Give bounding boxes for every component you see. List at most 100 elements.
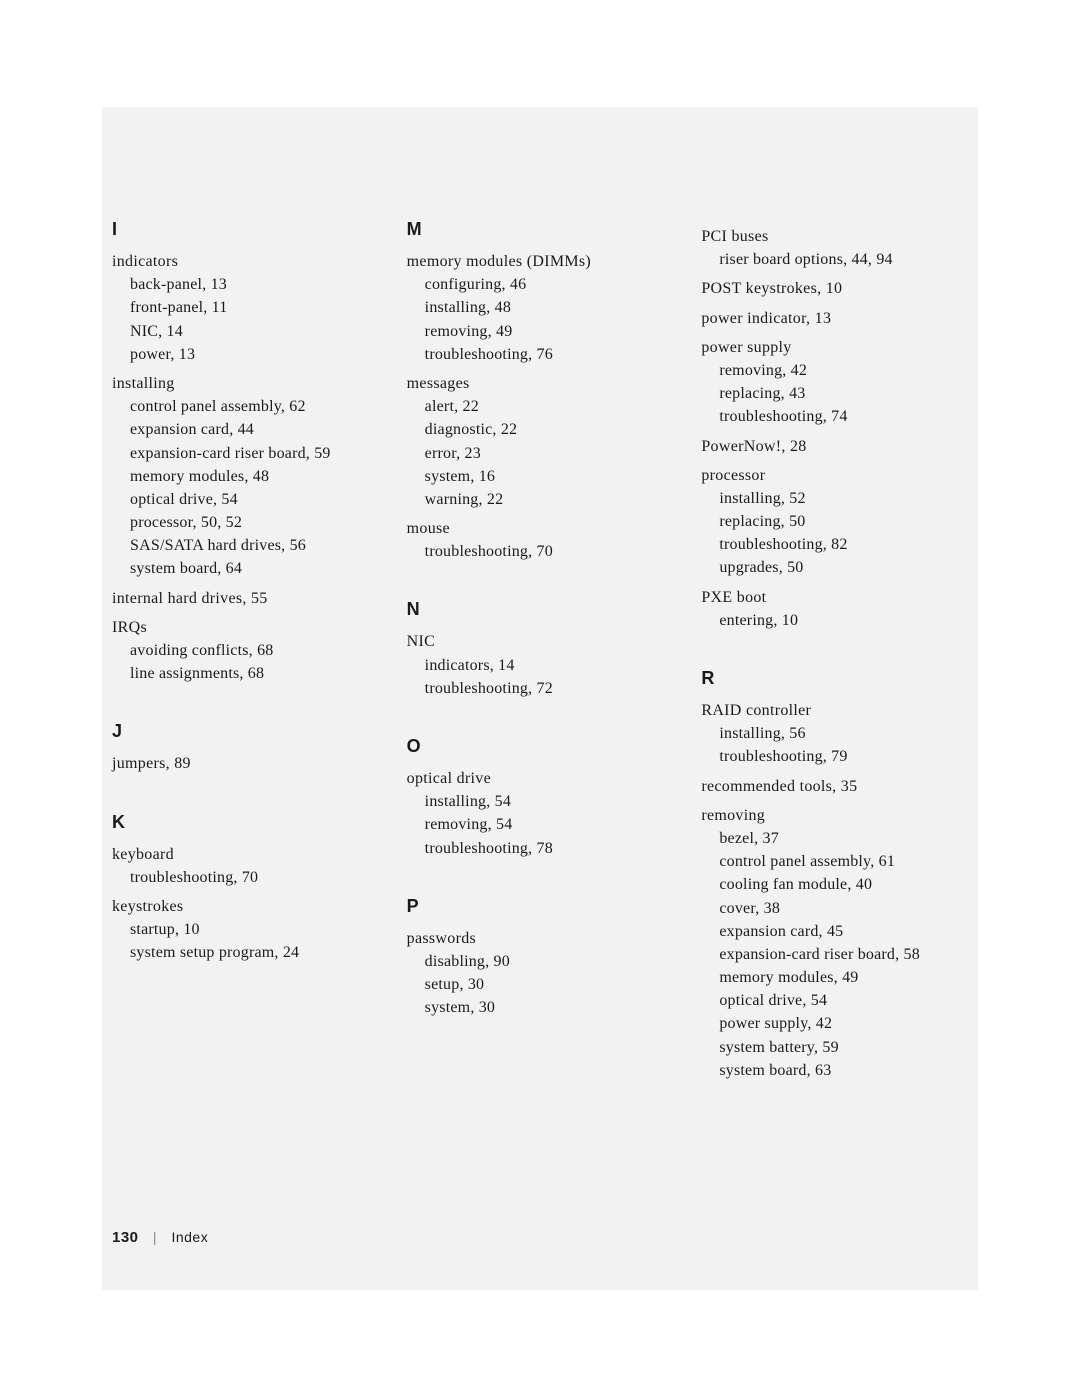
index-subentry: avoiding conflicts, 68 [112,639,379,662]
index-term: PowerNow!, 28 [701,435,968,458]
index-subentry: control panel assembly, 62 [112,395,379,418]
index-entry: passwordsdisabling, 90setup, 30system, 3… [407,927,674,1020]
index-subentry: expansion-card riser board, 58 [701,943,968,966]
index-term: keystrokes [112,895,379,918]
index-term: power supply [701,336,968,359]
footer-section-label: Index [171,1229,208,1245]
index-subentry: cover, 38 [701,897,968,920]
index-subentry: removing, 42 [701,359,968,382]
index-letter-heading: P [407,896,674,917]
index-subentry: troubleshooting, 74 [701,405,968,428]
index-subentry: removing, 49 [407,320,674,343]
index-subentry: system setup program, 24 [112,941,379,964]
index-subentry: installing, 56 [701,722,968,745]
index-entry: removingbezel, 37control panel assembly,… [701,804,968,1082]
index-entry: internal hard drives, 55 [112,587,379,610]
index-term: recommended tools, 35 [701,775,968,798]
index-subentry: troubleshooting, 78 [407,837,674,860]
index-entry: power indicator, 13 [701,307,968,330]
index-subentry: power, 13 [112,343,379,366]
index-entry: installingcontrol panel assembly, 62expa… [112,372,379,581]
index-entry: processorinstalling, 52replacing, 50trou… [701,464,968,580]
index-entry: jumpers, 89 [112,752,379,775]
index-subentry: system board, 64 [112,557,379,580]
index-subentry: SAS/SATA hard drives, 56 [112,534,379,557]
index-letter-heading: J [112,721,379,742]
index-subentry: bezel, 37 [701,827,968,850]
index-subentry: replacing, 50 [701,510,968,533]
index-term: POST keystrokes, 10 [701,277,968,300]
index-subentry: setup, 30 [407,973,674,996]
index-subentry: diagnostic, 22 [407,418,674,441]
index-subentry: troubleshooting, 72 [407,677,674,700]
index-letter-heading: N [407,599,674,620]
index-subentry: installing, 52 [701,487,968,510]
index-subentry: memory modules, 49 [701,966,968,989]
index-entry: messagesalert, 22diagnostic, 22error, 23… [407,372,674,511]
index-subentry: system battery, 59 [701,1036,968,1059]
index-subentry: power supply, 42 [701,1012,968,1035]
index-subentry: line assignments, 68 [112,662,379,685]
index-subentry: troubleshooting, 82 [701,533,968,556]
index-subentry: troubleshooting, 70 [112,866,379,889]
index-subentry: system, 30 [407,996,674,1019]
index-letter-heading: I [112,219,379,240]
index-subentry: configuring, 46 [407,273,674,296]
index-term: processor [701,464,968,487]
index-subentry: system, 16 [407,465,674,488]
index-column: PCI busesriser board options, 44, 94 POST… [701,219,968,1088]
index-term: NIC [407,630,674,653]
index-entry: keystrokesstartup, 10system setup progra… [112,895,379,965]
index-subentry: optical drive, 54 [112,488,379,511]
footer-separator: | [153,1229,157,1245]
index-term: PCI buses [701,225,968,248]
index-subentry: system board, 63 [701,1059,968,1082]
page-number: 130 [112,1229,139,1246]
index-subentry: cooling fan module, 40 [701,873,968,896]
index-subentry: entering, 10 [701,609,968,632]
index-term: installing [112,372,379,395]
index-term: PXE boot [701,586,968,609]
index-subentry: removing, 54 [407,813,674,836]
index-columns: Iindicatorsback-panel, 13front-panel, 11… [112,219,968,1088]
index-subentry: expansion card, 44 [112,418,379,441]
index-term: mouse [407,517,674,540]
index-subentry: front-panel, 11 [112,296,379,319]
index-subentry: troubleshooting, 76 [407,343,674,366]
index-subentry: error, 23 [407,442,674,465]
index-subentry: alert, 22 [407,395,674,418]
index-term: passwords [407,927,674,950]
index-page: Iindicatorsback-panel, 13front-panel, 11… [102,107,978,1290]
index-term: messages [407,372,674,395]
index-subentry: riser board options, 44, 94 [701,248,968,271]
index-term: IRQs [112,616,379,639]
index-entry: indicatorsback-panel, 13front-panel, 11N… [112,250,379,366]
index-term: indicators [112,250,379,273]
index-entry: optical driveinstalling, 54removing, 54t… [407,767,674,860]
index-subentry: expansion card, 45 [701,920,968,943]
index-entry: memory modules (DIMMs)configuring, 46ins… [407,250,674,366]
index-subentry: upgrades, 50 [701,556,968,579]
index-subentry: back-panel, 13 [112,273,379,296]
index-term: optical drive [407,767,674,790]
index-entry: RAID controllerinstalling, 56troubleshoo… [701,699,968,769]
index-subentry: optical drive, 54 [701,989,968,1012]
index-column: Iindicatorsback-panel, 13front-panel, 11… [112,219,379,1088]
index-subentry: control panel assembly, 61 [701,850,968,873]
index-entry: NICindicators, 14troubleshooting, 72 [407,630,674,700]
index-entry: keyboardtroubleshooting, 70 [112,843,379,889]
index-term: power indicator, 13 [701,307,968,330]
index-entry: PXE bootentering, 10 [701,586,968,632]
index-term: internal hard drives, 55 [112,587,379,610]
index-subentry: indicators, 14 [407,654,674,677]
index-letter-heading: R [701,668,968,689]
index-subentry: troubleshooting, 70 [407,540,674,563]
index-subentry: NIC, 14 [112,320,379,343]
index-entry: POST keystrokes, 10 [701,277,968,300]
index-letter-heading: M [407,219,674,240]
index-term: keyboard [112,843,379,866]
index-subentry: installing, 54 [407,790,674,813]
index-subentry: expansion-card riser board, 59 [112,442,379,465]
index-entry: mousetroubleshooting, 70 [407,517,674,563]
index-term: jumpers, 89 [112,752,379,775]
